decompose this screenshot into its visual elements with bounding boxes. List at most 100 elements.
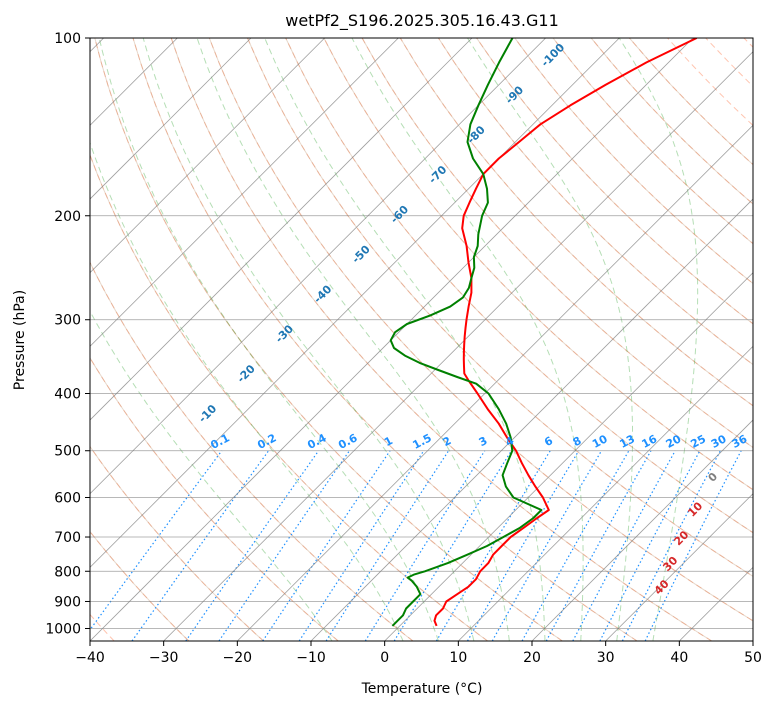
isotherm (531, 419, 753, 641)
theta-e-line (132, 38, 638, 641)
x-axis-label: Temperature (°C) (361, 681, 483, 697)
theta-e-line (90, 261, 414, 641)
theta-e-label: -100 (539, 41, 568, 70)
dry-adiabat (90, 530, 190, 641)
isotherm (90, 38, 473, 421)
mixing-ratio-line (364, 450, 486, 641)
dry-adiabat (94, 38, 563, 641)
mixing-ratio-line (262, 450, 391, 641)
mixing-ratio-line (572, 450, 676, 641)
theta-e-label: 20 (671, 528, 691, 548)
isotherm (458, 345, 753, 641)
mixing-ratio-label: 25 (688, 432, 708, 451)
theta-e-line (90, 445, 264, 641)
x-tick-label: 50 (744, 650, 762, 666)
dry-adiabat (514, 38, 753, 285)
isotherm (605, 493, 753, 641)
mixing-ratio-line (435, 450, 551, 641)
x-tick-label: −40 (75, 650, 105, 666)
theta-e-line (514, 38, 753, 285)
mixing-ratio-label: 16 (640, 432, 660, 451)
theta-e-line (90, 153, 488, 641)
dry-adiabat (208, 38, 753, 622)
dry-adiabat (170, 38, 712, 641)
theta-e-line (94, 38, 563, 641)
x-tick-label: 30 (597, 650, 615, 666)
mixing-ratio-label: 1.5 (410, 431, 433, 452)
isotherm (752, 640, 753, 641)
theta-e-line (90, 356, 339, 641)
y-tick-label: 100 (54, 31, 81, 47)
mixing-ratio-label: 0.4 (305, 431, 329, 452)
mixing-ratio-label: 1 (382, 434, 395, 449)
dry-adiabat (476, 38, 753, 325)
isotherm (90, 38, 325, 274)
theta-e-line (247, 38, 753, 577)
mixing-ratio-line (644, 450, 742, 641)
theta-e-label: -90 (503, 83, 526, 106)
moist-adiabat (90, 310, 333, 641)
dry-adiabat (247, 38, 753, 577)
mixing-ratio-label: 0.1 (208, 431, 231, 452)
mixing-ratio-line (393, 450, 512, 641)
y-axis: 100 200 300 400 500 600 700 800 900 1000 (45, 31, 90, 637)
dry-adiabat (361, 38, 753, 449)
y-tick-label: 900 (54, 594, 81, 610)
x-axis: −40 −30 −20 −10 0 10 20 30 40 50 (75, 641, 762, 666)
mixing-ratio-label: 3 (477, 434, 490, 449)
x-tick-label: 0 (380, 650, 389, 666)
theta-e-line (285, 38, 753, 534)
theta-e-line (323, 38, 753, 491)
chart-series (389, 38, 698, 627)
mixing-ratio-line (599, 450, 701, 641)
theta-e-label: -30 (273, 322, 296, 345)
dry-adiabat (590, 38, 753, 205)
theta-e-label: -20 (235, 362, 258, 385)
y-tick-label: 500 (54, 444, 81, 460)
y-tick-label: 300 (54, 313, 81, 329)
mixing-ratio-label: 30 (709, 432, 729, 451)
moist-adiabat (90, 141, 404, 641)
theta-e-line (743, 38, 753, 48)
chart-title: wetPf2_S196.2025.305.16.43.G11 (285, 11, 559, 31)
mixing-ratio-label: 10 (590, 432, 610, 451)
dry-adiabat (90, 445, 264, 641)
theta-e-line (437, 38, 753, 366)
isotherm (90, 38, 252, 200)
moist-adiabat (142, 38, 475, 641)
theta-e-line (590, 38, 753, 205)
mixing-ratio-label: 20 (664, 432, 684, 451)
mixing-ratio-line (218, 450, 350, 641)
dry-adiabat (323, 38, 753, 491)
moist-adiabat (196, 38, 510, 641)
y-tick-label: 600 (54, 490, 81, 506)
x-tick-label: −20 (223, 650, 253, 666)
x-tick-label: 20 (523, 650, 541, 666)
mixing-ratio-line (90, 450, 223, 631)
theta-e-line (476, 38, 753, 325)
moist-adiabat (264, 38, 546, 641)
plot-frame (89, 37, 754, 642)
y-tick-label: 400 (54, 387, 81, 403)
y-tick-label: 200 (54, 209, 81, 225)
mixing-ratio-line (325, 450, 450, 641)
theta-e-label: 0 (706, 470, 721, 485)
mixing-ratio-line (185, 450, 320, 641)
mixing-ratio-line (621, 450, 721, 641)
mixing-ratio-label: 8 (571, 434, 584, 449)
mixing-ratio-line (521, 450, 630, 641)
isotherm (90, 38, 399, 347)
theta-e-line (705, 38, 753, 88)
dry-adiabat (90, 153, 488, 641)
moist-adiabat (618, 38, 699, 641)
x-tick-label: −30 (149, 650, 179, 666)
x-tick-label: 40 (670, 650, 688, 666)
dewpoint-line (389, 38, 543, 627)
mixing-ratio-line (298, 450, 425, 641)
theta-e-line (208, 38, 753, 622)
theta-e-label: -10 (196, 402, 219, 425)
theta-e-label: -50 (350, 243, 373, 266)
dry-adiabat (552, 38, 753, 245)
isotherm (237, 124, 753, 641)
